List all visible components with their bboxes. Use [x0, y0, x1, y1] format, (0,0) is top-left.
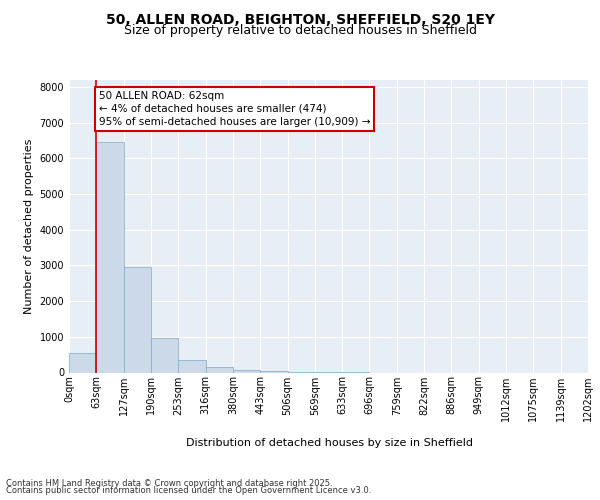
Bar	[69, 353, 97, 372]
Bar	[97, 142, 124, 372]
Bar	[233, 370, 260, 372]
Bar	[178, 360, 206, 372]
Bar	[124, 266, 151, 372]
Bar	[151, 338, 178, 372]
Text: 50 ALLEN ROAD: 62sqm
← 4% of detached houses are smaller (474)
95% of semi-detac: 50 ALLEN ROAD: 62sqm ← 4% of detached ho…	[98, 90, 370, 127]
Text: Distribution of detached houses by size in Sheffield: Distribution of detached houses by size …	[187, 438, 473, 448]
Text: 50, ALLEN ROAD, BEIGHTON, SHEFFIELD, S20 1EY: 50, ALLEN ROAD, BEIGHTON, SHEFFIELD, S20…	[106, 12, 494, 26]
Text: Contains public sector information licensed under the Open Government Licence v3: Contains public sector information licen…	[6, 486, 371, 495]
Y-axis label: Number of detached properties: Number of detached properties	[24, 138, 34, 314]
Text: Contains HM Land Registry data © Crown copyright and database right 2025.: Contains HM Land Registry data © Crown c…	[6, 478, 332, 488]
Bar	[206, 367, 233, 372]
Text: Size of property relative to detached houses in Sheffield: Size of property relative to detached ho…	[124, 24, 476, 37]
